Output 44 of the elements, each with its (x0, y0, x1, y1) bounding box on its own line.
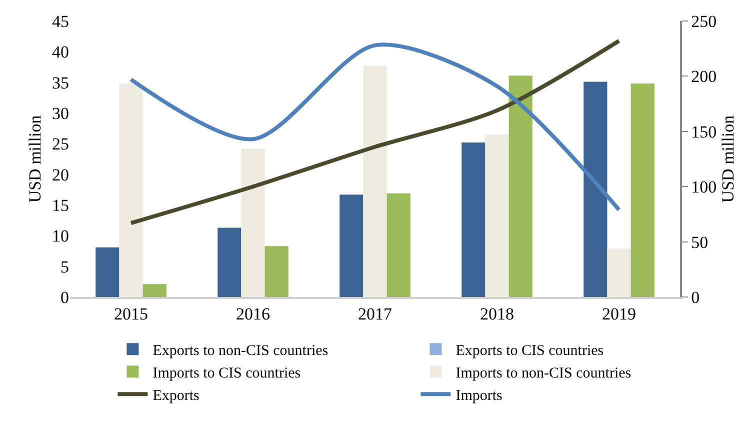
y2-tick-label: 150 (691, 122, 717, 142)
y2-tick-label: 250 (691, 12, 717, 31)
y-tick-label: 5 (60, 257, 69, 276)
legend-label: Exports to CIS countries (456, 342, 604, 359)
y-tick-label: 45 (52, 12, 69, 31)
bar (96, 247, 120, 297)
x-tick-label: 2015 (114, 304, 148, 324)
y-tick-label: 25 (52, 134, 69, 154)
y-tick-label: 30 (52, 104, 69, 123)
y2-tick-label: 100 (691, 178, 717, 197)
y-axis-title: USD million (26, 114, 45, 203)
y-tick-label: 40 (52, 42, 69, 62)
y-tick-label: 10 (52, 226, 69, 246)
legend-label: Exports (152, 388, 200, 404)
legend-label: Imports (456, 388, 503, 404)
x-tick-label: 2019 (602, 304, 636, 324)
x-tick-label: 2016 (236, 304, 270, 324)
y2-tick-label: 200 (691, 67, 717, 86)
x-tick-label: 2017 (358, 304, 392, 324)
y2-tick-label: 0 (691, 288, 700, 307)
bar (142, 284, 166, 297)
x-tick-label: 2018 (480, 304, 514, 324)
y2-tick-label: 50 (691, 232, 708, 252)
bar (218, 228, 242, 297)
y-tick-label: 15 (52, 196, 69, 215)
bar (485, 134, 509, 297)
legend-label: Imports to non-CIS countries (456, 365, 632, 382)
bar (119, 84, 143, 297)
bar (508, 76, 532, 297)
bar (386, 193, 410, 297)
bar (340, 194, 364, 297)
legend-label: Imports to CIS countries (152, 365, 301, 382)
bar (264, 246, 288, 297)
bar (607, 248, 631, 297)
legend-label: Exports to non-CIS countries (152, 342, 328, 359)
y-tick-label: 20 (52, 165, 69, 184)
bar (630, 84, 654, 297)
bar (363, 66, 387, 297)
bar (241, 148, 265, 297)
bar (462, 142, 486, 297)
y-tick-label: 0 (60, 288, 69, 307)
y2-axis-title: USD million (718, 114, 738, 203)
y-tick-label: 35 (52, 73, 69, 92)
bar (584, 82, 608, 297)
